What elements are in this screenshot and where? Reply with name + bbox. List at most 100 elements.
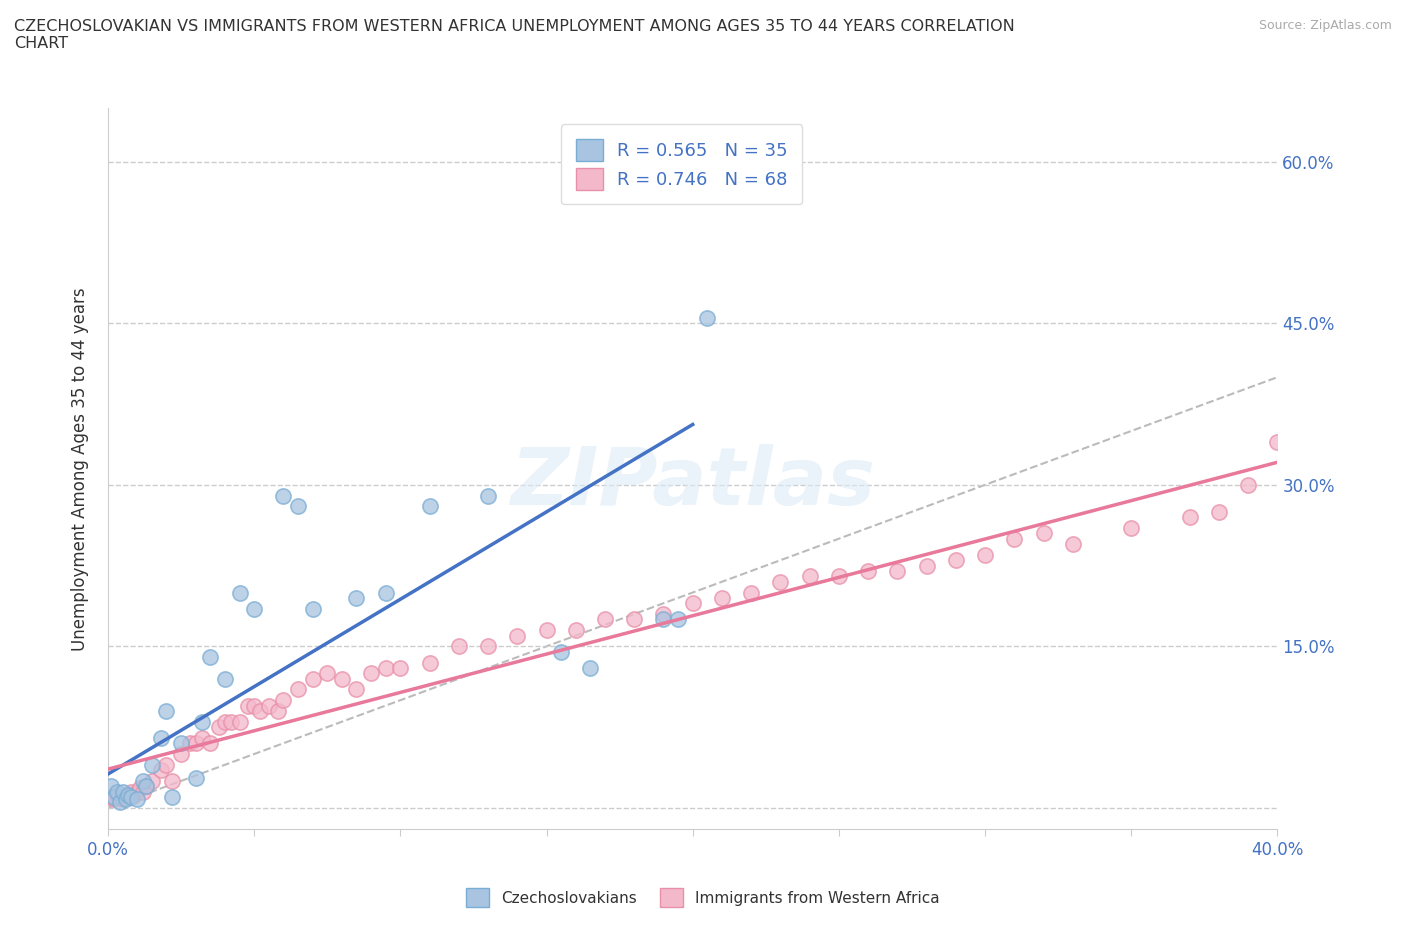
Point [330, 671, 353, 686]
Point [135, 779, 157, 794]
Point [127, 784, 149, 799]
Point [105, 788, 128, 803]
Point [389, 660, 412, 675]
Point [1267, 434, 1289, 449]
Point [170, 747, 193, 762]
Point [243, 601, 266, 616]
Point [536, 623, 558, 638]
Point [682, 596, 704, 611]
Point [170, 736, 193, 751]
Point [120, 790, 142, 804]
Point [477, 488, 499, 503]
Point [132, 774, 155, 789]
Point [477, 639, 499, 654]
Point [287, 498, 309, 513]
Point [346, 591, 368, 605]
Point [316, 666, 339, 681]
Point [179, 736, 201, 751]
Point [149, 730, 172, 745]
Point [190, 714, 212, 729]
Point [360, 666, 382, 681]
Point [301, 671, 323, 686]
Point [214, 714, 236, 729]
Legend: Czechoslovakians, Immigrants from Western Africa: Czechoslovakians, Immigrants from Wester… [460, 883, 946, 913]
Point [419, 498, 441, 513]
Point [117, 790, 139, 804]
Point [419, 655, 441, 670]
Point [190, 730, 212, 745]
Point [579, 660, 602, 675]
Point [1002, 531, 1025, 546]
Point [155, 757, 177, 772]
Point [1032, 525, 1054, 540]
Point [249, 703, 271, 718]
Point [162, 774, 184, 789]
Point [124, 788, 146, 803]
Point [287, 682, 309, 697]
Point [208, 720, 231, 735]
Point [219, 714, 242, 729]
Point [769, 575, 792, 590]
Point [238, 698, 260, 713]
Point [666, 612, 689, 627]
Point [273, 693, 295, 708]
Text: Source: ZipAtlas.com: Source: ZipAtlas.com [1258, 19, 1392, 32]
Point [257, 698, 280, 713]
Point [103, 791, 125, 806]
Point [1208, 504, 1230, 519]
Point [114, 788, 136, 803]
Point [228, 714, 250, 729]
Point [127, 791, 149, 806]
Point [100, 779, 122, 794]
Point [740, 585, 762, 600]
Point [886, 564, 908, 578]
Point [593, 612, 616, 627]
Point [200, 650, 222, 665]
Point [149, 763, 172, 777]
Point [828, 569, 851, 584]
Point [111, 791, 134, 806]
Point [100, 790, 122, 804]
Point [301, 601, 323, 616]
Point [652, 612, 675, 627]
Point [200, 736, 222, 751]
Point [129, 781, 152, 796]
Point [111, 784, 134, 799]
Point [108, 790, 131, 804]
Point [155, 703, 177, 718]
Point [266, 703, 288, 718]
Point [135, 779, 157, 794]
Point [710, 591, 733, 605]
Point [856, 564, 879, 578]
Point [1121, 521, 1143, 536]
Point [184, 770, 207, 785]
Point [105, 784, 128, 799]
Point [696, 311, 718, 325]
Point [374, 585, 396, 600]
Point [228, 585, 250, 600]
Point [141, 757, 163, 772]
Point [120, 784, 142, 799]
Point [740, 133, 762, 148]
Point [108, 795, 131, 810]
Point [506, 628, 529, 643]
Point [799, 569, 821, 584]
Point [550, 644, 572, 659]
Point [184, 736, 207, 751]
Point [103, 790, 125, 804]
Text: CZECHOSLOVAKIAN VS IMMIGRANTS FROM WESTERN AFRICA UNEMPLOYMENT AMONG AGES 35 TO : CZECHOSLOVAKIAN VS IMMIGRANTS FROM WESTE… [14, 19, 1015, 51]
Point [243, 698, 266, 713]
Point [1237, 477, 1260, 492]
Point [945, 552, 967, 567]
Point [141, 774, 163, 789]
Point [623, 612, 645, 627]
Point [1178, 510, 1201, 525]
Point [117, 788, 139, 803]
Point [162, 790, 184, 804]
Point [1062, 537, 1084, 551]
Point [273, 488, 295, 503]
Point [915, 558, 938, 573]
Point [114, 791, 136, 806]
Text: ZIPatlas: ZIPatlas [510, 445, 875, 522]
Y-axis label: Unemployment Among Ages 35 to 44 years: Unemployment Among Ages 35 to 44 years [72, 286, 89, 650]
